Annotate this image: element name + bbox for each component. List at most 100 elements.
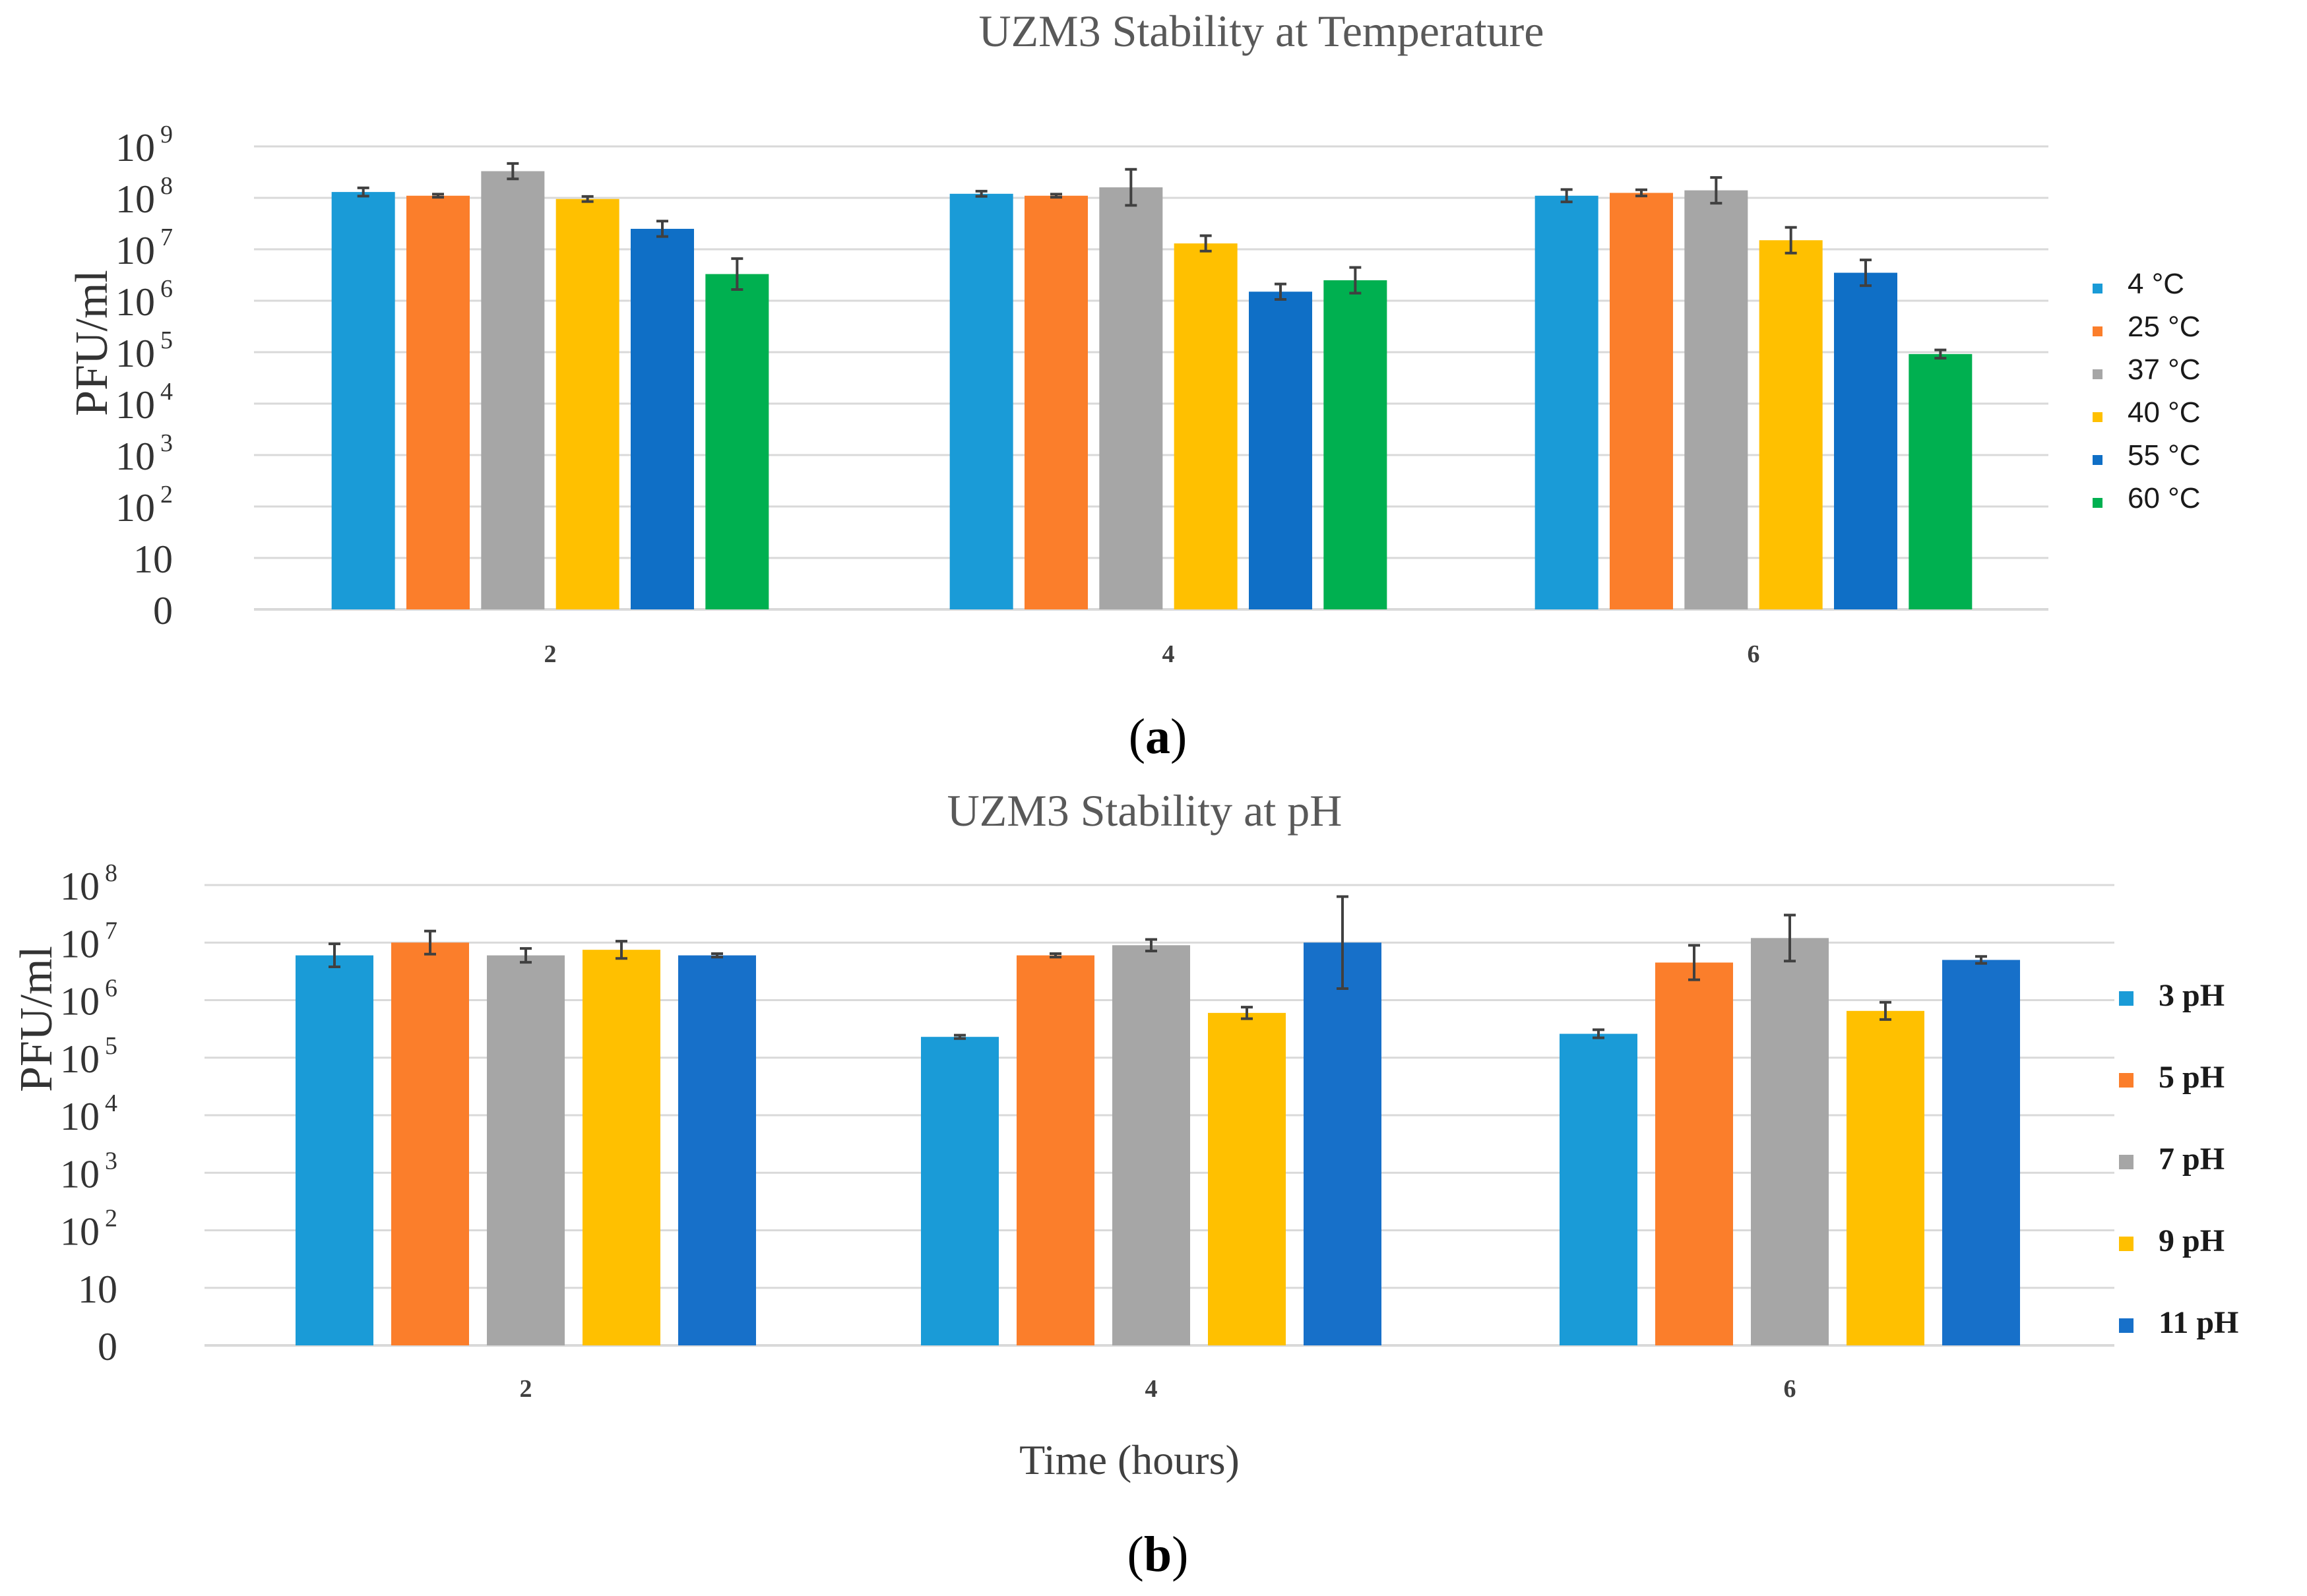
y-tick-exponent: 7 xyxy=(105,917,117,944)
chart-b-title: UZM3 Stability at pH xyxy=(947,785,1343,836)
y-tick-base: 10 xyxy=(60,980,100,1024)
legend-swatch xyxy=(2119,1318,2133,1333)
y-tick-label: 10 3 xyxy=(60,1147,117,1196)
y-tick-exponent: 5 xyxy=(105,1032,117,1060)
bar-3-ph xyxy=(296,955,373,1345)
bar-37-c xyxy=(1099,187,1163,610)
y-tick-exponent: 2 xyxy=(105,1205,117,1233)
y-tick-label: 10 5 xyxy=(115,326,173,375)
y-tick-label: 10 xyxy=(78,1268,117,1311)
y-tick-label: 10 7 xyxy=(60,917,117,966)
y-tick-label: 10 4 xyxy=(60,1090,117,1138)
bar-7-ph xyxy=(1112,945,1190,1345)
y-tick-label: 10 3 xyxy=(115,429,173,478)
bar-5-ph xyxy=(391,942,469,1345)
y-tick-exponent: 4 xyxy=(160,378,173,406)
bar-5-ph xyxy=(1017,955,1094,1345)
bar-4-c xyxy=(331,192,395,609)
y-tick-base: 10 xyxy=(115,435,155,478)
bar-7-ph xyxy=(1751,938,1829,1345)
y-tick-label: 10 9 xyxy=(115,121,173,169)
legend-label: 11 pH xyxy=(2159,1305,2238,1340)
y-tick-exponent: 6 xyxy=(105,975,117,1002)
bar-55-c xyxy=(1249,292,1312,609)
legend-label: 55 °C xyxy=(2128,439,2201,472)
bar-11-ph xyxy=(1942,960,2020,1345)
y-tick-base: 10 xyxy=(60,1152,100,1196)
bar-3-ph xyxy=(1560,1033,1637,1345)
bar-11-ph xyxy=(1304,942,1381,1345)
y-tick-base: 10 xyxy=(115,229,155,272)
legend-label: 25 °C xyxy=(2128,311,2201,343)
bar-55-c xyxy=(1834,272,1897,609)
x-tick-label: 2 xyxy=(520,1375,532,1403)
y-tick-base: 10 xyxy=(78,1268,117,1311)
bar-60-c xyxy=(705,274,769,609)
bar-37-c xyxy=(1684,190,1748,609)
bar-4-c xyxy=(1534,195,1598,609)
y-tick-label: 10 7 xyxy=(115,224,173,272)
bar-9-ph xyxy=(583,950,660,1345)
legend-label: 5 pH xyxy=(2159,1060,2225,1095)
legend-label: 4 °C xyxy=(2128,268,2184,300)
x-tick-label: 4 xyxy=(1162,640,1175,668)
y-tick-base: 0 xyxy=(98,1325,117,1368)
y-tick-base: 10 xyxy=(115,383,155,427)
chart-a-panel-label: (a) xyxy=(1129,709,1187,764)
bar-40-c xyxy=(1759,240,1823,609)
legend-label: 9 pH xyxy=(2159,1223,2225,1258)
legend-label: 60 °C xyxy=(2128,482,2201,514)
y-tick-base: 10 xyxy=(60,922,100,966)
y-tick-exponent: 8 xyxy=(105,859,117,887)
bar-4-c xyxy=(949,193,1013,609)
y-tick-base: 10 xyxy=(115,177,155,221)
y-tick-exponent: 9 xyxy=(160,121,173,148)
y-tick-base: 10 xyxy=(133,537,173,581)
y-tick-label: 0 xyxy=(98,1325,117,1368)
y-tick-base: 10 xyxy=(115,486,155,530)
legend-swatch xyxy=(2093,369,2102,379)
y-tick-base: 10 xyxy=(60,1037,100,1081)
y-tick-label: 10 8 xyxy=(60,859,117,908)
y-tick-label: 0 xyxy=(153,589,173,632)
legend-swatch xyxy=(2093,412,2102,422)
chart-a-ylabel: PFU/ml xyxy=(67,270,117,416)
legend-swatch xyxy=(2093,284,2102,293)
y-tick-label: 10 6 xyxy=(60,975,117,1024)
y-tick-base: 10 xyxy=(60,1210,100,1254)
bar-25-c xyxy=(1025,195,1088,609)
legend-swatch xyxy=(2093,455,2102,465)
y-tick-base: 10 xyxy=(60,1095,100,1138)
bar-60-c xyxy=(1323,280,1387,609)
y-tick-exponent: 8 xyxy=(160,172,173,200)
x-tick-label: 6 xyxy=(1784,1375,1796,1403)
legend-label: 3 pH xyxy=(2159,978,2225,1013)
bar-25-c xyxy=(406,195,470,609)
legend-label: 37 °C xyxy=(2128,353,2201,386)
y-tick-exponent: 3 xyxy=(105,1147,117,1175)
legend-swatch xyxy=(2093,326,2102,336)
bar-11-ph xyxy=(678,955,756,1345)
chart-b-ylabel: PFU/ml xyxy=(11,946,62,1092)
y-tick-label: 10 5 xyxy=(60,1032,117,1081)
y-tick-exponent: 4 xyxy=(105,1090,117,1117)
legend-label: 7 pH xyxy=(2159,1142,2225,1177)
y-tick-label: 10 2 xyxy=(60,1205,117,1254)
chart-a-title: UZM3 Stability at Temperature xyxy=(978,6,1544,56)
bar-40-c xyxy=(555,199,619,609)
bar-3-ph xyxy=(921,1037,999,1345)
legend-swatch xyxy=(2119,1155,2133,1169)
y-tick-label: 10 6 xyxy=(115,275,173,324)
y-tick-exponent: 7 xyxy=(160,224,173,251)
chart-b-xlabel: Time (hours) xyxy=(1019,1436,1240,1483)
legend-swatch xyxy=(2093,498,2102,508)
legend-swatch xyxy=(2119,991,2133,1006)
x-tick-label: 4 xyxy=(1145,1375,1158,1403)
y-tick-exponent: 2 xyxy=(160,481,173,508)
bar-9-ph xyxy=(1847,1010,1924,1345)
y-tick-label: 10 2 xyxy=(115,481,173,530)
y-tick-base: 10 xyxy=(115,126,155,169)
